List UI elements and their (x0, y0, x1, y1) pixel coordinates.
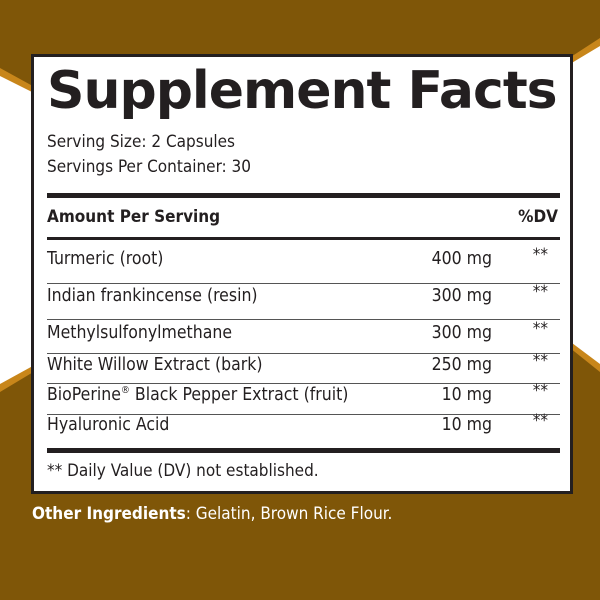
servings-per-container: Servings Per Container: 30 (47, 157, 252, 177)
ingredient-dv: ** (532, 411, 548, 431)
divider-thick (47, 193, 560, 198)
table-row: Indian frankincense (resin) 300 mg ** (47, 282, 560, 320)
ingredient-amount: 250 mg (431, 355, 492, 375)
table-row: BioPerine® Black Pepper Extract (fruit) … (47, 381, 560, 415)
divider-bottom (47, 448, 560, 453)
table-row: Methylsulfonylmethane 300 mg ** (47, 319, 560, 354)
ingredient-dv: ** (532, 245, 548, 265)
ingredient-name: Turmeric (root) (47, 249, 164, 269)
supplement-facts-panel: Supplement Facts Serving Size: 2 Capsule… (31, 54, 573, 494)
ingredient-dv: ** (532, 282, 548, 302)
serving-size: Serving Size: 2 Capsules (47, 132, 236, 152)
table-row: Turmeric (root) 400 mg ** (47, 245, 560, 284)
ingredient-amount: 300 mg (431, 323, 492, 343)
dv-header: %DV (518, 207, 558, 227)
ingredient-amount: 300 mg (431, 286, 492, 306)
table-row: White Willow Extract (bark) 250 mg ** (47, 351, 560, 384)
ingredient-amount: 10 mg (441, 415, 492, 435)
ingredient-name: Hyaluronic Acid (47, 415, 170, 435)
other-ingredients: Other Ingredients: Gelatin, Brown Rice F… (32, 504, 393, 524)
amount-per-serving-header: Amount Per Serving (47, 207, 221, 227)
ingredient-name: Methylsulfonylmethane (47, 323, 233, 343)
ingredient-amount: 400 mg (431, 249, 492, 269)
panel-title: Supplement Facts (47, 61, 558, 121)
divider-header (47, 237, 560, 240)
ingredient-name: BioPerine® Black Pepper Extract (fruit) (47, 385, 349, 405)
ingredient-name: White Willow Extract (bark) (47, 355, 263, 375)
ingredient-amount: 10 mg (441, 385, 492, 405)
ingredient-name: Indian frankincense (resin) (47, 286, 258, 306)
ingredient-dv: ** (532, 319, 548, 339)
ingredient-dv: ** (532, 381, 548, 401)
footnote: ** Daily Value (DV) not established. (47, 461, 319, 481)
table-row: Hyaluronic Acid 10 mg ** (47, 411, 560, 445)
ingredient-dv: ** (532, 351, 548, 371)
